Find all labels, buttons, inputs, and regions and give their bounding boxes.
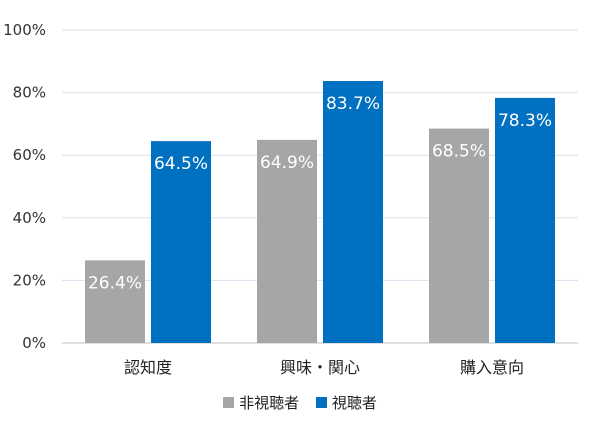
gridlines [62,29,578,344]
data-label: 26.4% [88,273,142,293]
data-label: 78.3% [498,111,552,131]
y-axis-ticks: 0% 20% 40% 60% 80% 100% [3,21,46,352]
bar [323,81,383,344]
y-tick-label: 20% [13,271,46,289]
y-tick-label: 100% [3,21,46,39]
data-label: 68.5% [432,142,486,162]
bars [85,81,555,344]
x-category-label: 購入意向 [460,358,524,377]
x-axis-categories: 認知度 興味・関心 購入意向 [124,358,524,377]
bar [495,97,555,344]
data-label: 64.9% [260,153,314,173]
y-tick-label: 40% [13,209,46,227]
bar [257,139,317,343]
y-tick-label: 0% [22,334,46,352]
data-labels: 26.4% 64.5% 64.9% 83.7% 68.5% 78.3% [88,94,552,293]
data-label: 64.5% [154,154,208,174]
legend-label-viewers: 視聴者 [331,394,377,412]
data-label: 83.7% [326,94,380,114]
y-tick-label: 60% [13,146,46,164]
x-category-label: 認知度 [124,358,172,377]
legend-swatch-viewers [315,397,327,408]
x-category-label: 興味・関心 [280,358,360,377]
legend-item-non-viewers: 非視聴者 [223,392,299,413]
bar [151,141,211,343]
legend-swatch-non-viewers [223,397,235,408]
y-tick-label: 80% [13,84,46,102]
legend-item-viewers: 視聴者 [315,392,377,413]
bar [429,128,489,343]
legend: 非視聴者 視聴者 [0,392,600,413]
bar [85,260,145,343]
legend-label-non-viewers: 非視聴者 [239,394,300,412]
